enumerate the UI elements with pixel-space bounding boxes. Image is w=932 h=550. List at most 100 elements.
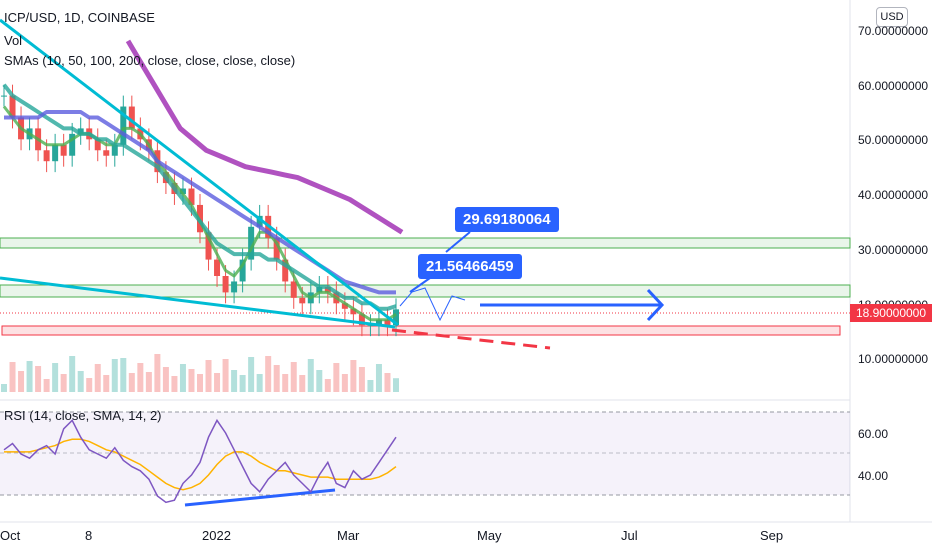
volume-legend: Vol xyxy=(4,33,23,48)
candle-body xyxy=(282,259,289,282)
candle-body xyxy=(341,303,348,309)
volume-bar xyxy=(128,373,135,392)
y-tick-60: 60.00000000 xyxy=(858,79,929,93)
volume-bar xyxy=(350,360,357,392)
volume-bar xyxy=(205,360,212,392)
volume-bar xyxy=(69,356,76,392)
y-tick-30: 30.00000000 xyxy=(858,243,929,257)
resistance-zone-lower xyxy=(0,284,851,298)
volume-bar xyxy=(179,364,186,392)
candle-body xyxy=(120,106,127,145)
price-callout-upper[interactable]: 29.69180064 xyxy=(455,207,559,232)
callout-pointer-upper xyxy=(445,231,471,253)
currency-badge[interactable]: USD xyxy=(876,7,908,27)
volume-bar xyxy=(197,374,203,392)
x-tick-2022: 2022 xyxy=(202,528,231,543)
candle-body xyxy=(94,139,101,151)
candle-body xyxy=(1,95,7,97)
candle-body xyxy=(128,106,135,129)
x-tick-mar: Mar xyxy=(337,528,360,543)
volume-bar xyxy=(214,373,221,392)
volume-bar xyxy=(188,369,195,392)
y-tick-50: 50.00000000 xyxy=(858,133,929,147)
volume-bar xyxy=(324,379,331,392)
volume-bar xyxy=(248,357,255,392)
volume-bars xyxy=(1,354,399,392)
candle-body xyxy=(324,286,331,293)
candle-body xyxy=(290,281,297,298)
volume-bar xyxy=(94,364,101,392)
candle-body xyxy=(273,237,280,260)
candle-body xyxy=(77,128,84,134)
volume-bar xyxy=(333,363,340,392)
rsi-lines xyxy=(3,418,397,504)
volume-bar xyxy=(9,362,16,392)
volume-bar xyxy=(307,359,314,392)
volume-bar xyxy=(367,380,374,392)
candle-body xyxy=(256,215,263,227)
volume-bar xyxy=(316,370,323,392)
y-tick-10: 10.00000000 xyxy=(858,352,929,366)
candle-body xyxy=(188,188,195,205)
callout-pointer-lower xyxy=(409,277,431,293)
volume-bar xyxy=(384,373,391,392)
volume-bar xyxy=(120,358,127,392)
rsi-tick-40: 40.00 xyxy=(858,469,889,483)
candle-body xyxy=(248,226,255,260)
volume-bar xyxy=(77,371,84,392)
volume-bar xyxy=(231,370,238,392)
volume-bar xyxy=(1,384,7,392)
candle-body xyxy=(60,144,67,156)
candle-body xyxy=(179,188,186,194)
volume-bar xyxy=(145,372,152,392)
candle-body xyxy=(43,150,50,162)
rsi-tick-60: 60.00 xyxy=(858,427,889,441)
volume-bar xyxy=(256,374,263,392)
volume-bar xyxy=(171,376,178,392)
rsi-ma-line xyxy=(4,438,397,491)
volume-bar xyxy=(43,379,50,392)
support-extension xyxy=(391,328,551,350)
volume-bar xyxy=(222,359,229,392)
volume-bar xyxy=(341,374,348,392)
projection-path xyxy=(399,287,466,322)
volume-bar xyxy=(18,371,25,392)
resistance-zone-upper xyxy=(0,237,851,249)
x-tick-sep: Sep xyxy=(760,528,784,543)
candle-body xyxy=(358,314,365,326)
volume-bar xyxy=(52,363,59,392)
moving-averages xyxy=(2,39,404,322)
volume-bar xyxy=(35,366,42,392)
support-zone xyxy=(1,325,841,336)
price-callout-lower[interactable]: 21.56466459 xyxy=(418,254,522,279)
volume-bar xyxy=(103,375,110,392)
x-tick-jul: Jul xyxy=(621,528,638,543)
volume-bar xyxy=(393,378,399,392)
volume-bar xyxy=(282,374,289,392)
rsi-divergence-line xyxy=(184,488,336,507)
volume-bar xyxy=(154,354,161,392)
candle-body xyxy=(375,319,382,326)
volume-bar xyxy=(239,375,246,392)
resistance-zones xyxy=(0,237,851,336)
descending-trendline xyxy=(0,18,399,327)
volume-bar xyxy=(265,356,272,392)
volume-bar xyxy=(26,361,33,392)
rsi-line xyxy=(3,418,397,504)
volume-bar xyxy=(358,367,365,392)
candle-body xyxy=(316,286,323,293)
volume-bar xyxy=(375,364,382,392)
candle-body xyxy=(103,150,110,156)
candle-body xyxy=(231,281,238,293)
candle-body xyxy=(111,144,118,156)
volume-bar xyxy=(137,363,144,392)
volume-bar xyxy=(111,359,118,392)
volume-bar xyxy=(290,362,297,392)
volume-bar xyxy=(162,367,169,392)
x-tick-oct: Oct xyxy=(0,528,21,543)
volume-bar xyxy=(273,365,280,392)
y-tick-40: 40.00000000 xyxy=(858,188,929,202)
candle-body xyxy=(384,319,391,326)
candle-body xyxy=(222,276,229,293)
